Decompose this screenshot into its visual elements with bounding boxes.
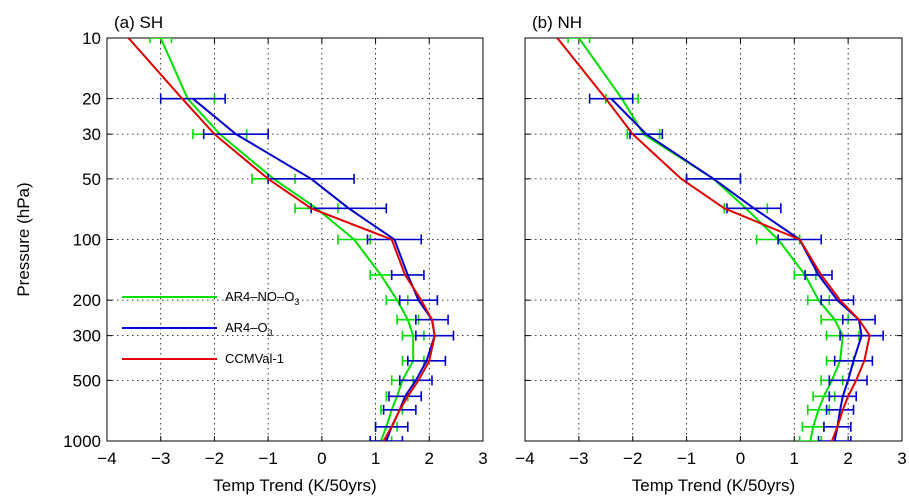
error-bar bbox=[825, 404, 855, 415]
error-bar bbox=[833, 355, 874, 366]
error-bar bbox=[149, 38, 173, 43]
error-bar bbox=[398, 295, 439, 306]
x-tick-label: −2 bbox=[623, 449, 642, 468]
error-bar bbox=[366, 234, 423, 245]
x-tick-label: 3 bbox=[478, 449, 487, 468]
series-line-2 bbox=[127, 38, 436, 441]
x-tick-label: −3 bbox=[151, 449, 170, 468]
x-tick-label: 2 bbox=[843, 449, 852, 468]
error-bar bbox=[828, 375, 868, 386]
y-tick-label: 1000 bbox=[63, 432, 101, 451]
y-tick-label: 300 bbox=[73, 327, 101, 346]
legend-label: AR4–NO–O3 bbox=[225, 289, 299, 307]
error-bar bbox=[629, 129, 664, 140]
legend-entry: CCMVal-1 bbox=[122, 351, 284, 366]
x-tick-label: 1 bbox=[371, 449, 380, 468]
x-tick-label: −2 bbox=[205, 449, 224, 468]
legend-label: AR4–O3 bbox=[225, 320, 273, 338]
x-tick-label: −1 bbox=[258, 449, 277, 468]
plot-area bbox=[127, 38, 455, 441]
error-bar bbox=[726, 203, 782, 214]
error-bar bbox=[337, 234, 372, 245]
x-tick-label: −4 bbox=[97, 449, 116, 468]
x-tick-label: 0 bbox=[317, 449, 326, 468]
error-bar bbox=[398, 375, 433, 386]
series-line-2 bbox=[556, 38, 871, 441]
x-tick-label: −3 bbox=[569, 449, 588, 468]
panel-title: (a) SH bbox=[114, 13, 163, 32]
error-bar bbox=[817, 436, 852, 441]
y-tick-label: 100 bbox=[73, 231, 101, 250]
x-axis-label: Temp Trend (K/50yrs) bbox=[213, 476, 376, 495]
error-bar bbox=[798, 436, 823, 441]
error-bar bbox=[267, 173, 355, 184]
y-axis-label: Pressure (hPa) bbox=[14, 182, 33, 296]
x-axis-label: Temp Trend (K/50yrs) bbox=[632, 476, 795, 495]
x-tick-label: 0 bbox=[736, 449, 745, 468]
legend-entry: AR4–O3 bbox=[122, 320, 273, 338]
error-bar bbox=[685, 173, 742, 184]
y-tick-label: 50 bbox=[82, 170, 101, 189]
panel-title: (b) NH bbox=[532, 13, 582, 32]
error-bar bbox=[820, 295, 855, 306]
error-bar bbox=[369, 436, 404, 441]
legend-label: CCMVal-1 bbox=[225, 351, 284, 366]
error-bar bbox=[388, 391, 423, 402]
legend-entry: AR4–NO–O3 bbox=[122, 289, 299, 307]
panel-nh: −4 −3 −2 −1 0 1 2 3 (b) NH Temp Trend (K/50yrs) bbox=[515, 13, 906, 495]
error-bar bbox=[828, 391, 858, 402]
x-tick-label: −4 bbox=[515, 449, 534, 468]
error-bar bbox=[588, 93, 634, 104]
error-bar bbox=[406, 355, 447, 366]
y-tick-label: 500 bbox=[73, 371, 101, 390]
plot-area bbox=[556, 38, 884, 441]
x-tick-label: 2 bbox=[425, 449, 434, 468]
panel-sh: −4 −3 −2 −1 0 1 2 3 10 20 30 50 100 200 300 500 1000 (a) … bbox=[14, 13, 488, 495]
error-bar bbox=[369, 269, 393, 280]
series-line-0 bbox=[159, 38, 415, 441]
y-tick-label: 30 bbox=[82, 125, 101, 144]
error-bar bbox=[390, 269, 425, 280]
x-tick-label: 1 bbox=[790, 449, 799, 468]
error-bar bbox=[804, 269, 833, 280]
x-tick-label: 3 bbox=[897, 449, 906, 468]
y-tick-label: 200 bbox=[73, 291, 101, 310]
error-bar bbox=[567, 38, 591, 43]
y-tick-label: 20 bbox=[82, 90, 101, 109]
x-tick-label: −1 bbox=[677, 449, 696, 468]
y-tick-label: 10 bbox=[82, 29, 101, 48]
error-bar bbox=[159, 93, 226, 104]
error-bar bbox=[839, 330, 884, 341]
